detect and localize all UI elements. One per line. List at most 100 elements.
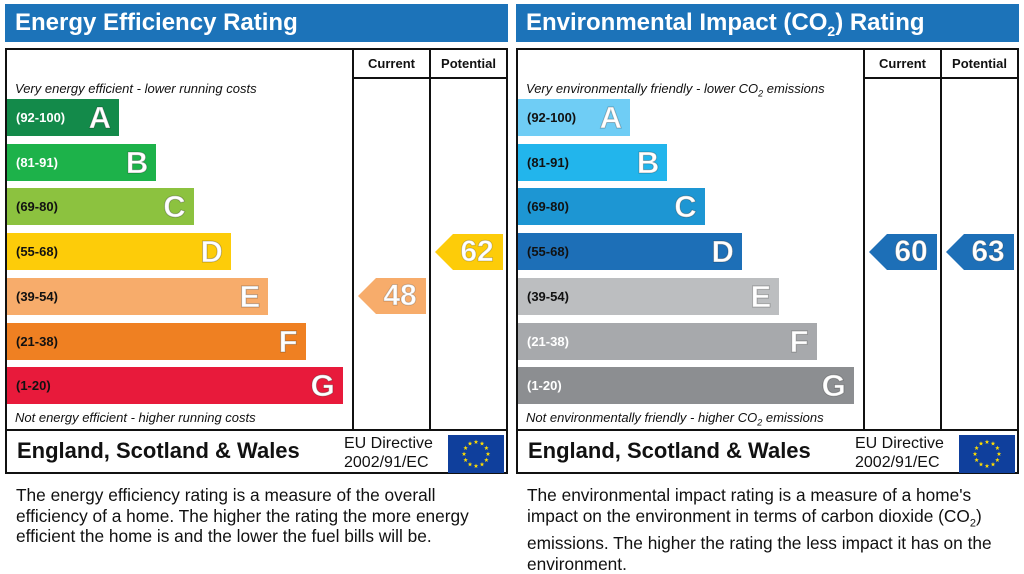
star-icon (479, 461, 485, 467)
band-range-label: (81-91) (527, 154, 569, 170)
potential-column-header: Potential (441, 56, 496, 71)
star-icon (995, 457, 1000, 462)
star-icon (467, 441, 473, 446)
star-icon (984, 463, 990, 468)
current-rating-value: 48 (383, 279, 417, 313)
band-g: (1-20) G (7, 367, 343, 405)
band-range-label: (69-80) (16, 199, 58, 215)
directive-line-1: EU Directive (344, 435, 433, 452)
star-icon (463, 457, 468, 462)
column-divider (352, 50, 354, 431)
band-letter: B (125, 144, 149, 180)
footer-divider (518, 429, 1017, 431)
band-letter: A (599, 100, 622, 136)
band-letter: G (821, 368, 846, 404)
star-icon (463, 445, 468, 450)
star-icon (995, 445, 1000, 450)
column-divider (429, 50, 431, 431)
environmental-impact-panel: Environmental Impact (CO2) Rating Curren… (516, 0, 1019, 574)
band-range-label: (21-38) (527, 333, 569, 349)
star-icon (984, 439, 990, 444)
current-rating-marker: 60 (869, 233, 937, 270)
region-label: England, Scotland & Wales (528, 438, 811, 463)
star-icon (972, 451, 978, 456)
star-icon (479, 441, 485, 446)
top-note: Very environmentally friendly - lower CO… (526, 81, 825, 99)
footer-divider (7, 429, 506, 431)
environmental-impact-description: The environmental impact rating is a mea… (527, 485, 992, 574)
potential-rating-value: 63 (971, 234, 1005, 268)
band-b: (81-91) B (7, 143, 157, 181)
bottom-note: Not energy efficient - higher running co… (15, 410, 256, 425)
energy-efficiency-description: The energy efficiency rating is a measur… (16, 485, 469, 546)
band-range-label: (39-54) (16, 288, 58, 304)
band-e: (39-54) E (518, 277, 780, 315)
band-letter: E (239, 278, 261, 314)
star-icon (996, 451, 1002, 456)
band-b: (81-91) B (518, 143, 668, 181)
potential-rating-arrow-icon (946, 233, 1014, 270)
band-letter: A (88, 100, 111, 136)
current-rating-arrow-icon (358, 278, 426, 315)
band-range-label: (69-80) (527, 199, 569, 215)
band-range-label: (55-68) (527, 244, 569, 260)
energy-efficiency-chart: Current Potential Very energy efficient … (5, 48, 508, 474)
star-icon (484, 445, 489, 450)
star-icon (461, 451, 467, 456)
star-icon (974, 445, 979, 450)
band-letter: D (200, 234, 223, 270)
directive-line-2: 2002/91/EC (855, 454, 940, 471)
eu-flag-icon (959, 435, 1015, 473)
current-rating-marker: 48 (358, 278, 426, 315)
directive-line-2: 2002/91/EC (344, 454, 429, 471)
star-icon (990, 461, 996, 467)
band-range-label: (92-100) (16, 110, 66, 125)
energy-efficiency-panel: Energy Efficiency Rating Current Potenti… (5, 0, 508, 573)
band-e: (39-54) E (7, 277, 269, 315)
star-icon (473, 463, 479, 468)
potential-rating-value: 62 (460, 234, 494, 268)
band-letter: B (636, 144, 660, 180)
eu-directive: EU Directive 2002/91/EC (344, 434, 433, 472)
band-letter: E (750, 278, 772, 314)
band-letter: G (310, 368, 335, 404)
top-note: Very energy efficient - lower running co… (15, 81, 257, 96)
column-divider (940, 50, 942, 431)
band-range-label: (1-20) (527, 378, 562, 394)
star-icon (978, 461, 984, 467)
potential-rating-arrow-icon (435, 233, 503, 270)
star-icon (473, 439, 479, 444)
band-range-label: (39-54) (527, 288, 569, 304)
star-icon (467, 461, 473, 467)
band-c: (69-80) C (518, 188, 705, 226)
header-divider (863, 77, 1017, 79)
current-column-header: Current (879, 56, 926, 71)
band-range-label: (55-68) (16, 244, 58, 260)
band-range-label: (21-38) (16, 333, 58, 349)
current-rating-arrow-icon (869, 233, 937, 270)
environmental-impact-title: Environmental Impact (CO2) Rating (516, 4, 1019, 42)
band-c: (69-80) C (7, 188, 194, 226)
band-a: (92-100) A (518, 99, 630, 136)
header-divider (352, 77, 506, 79)
band-letter: D (711, 234, 734, 270)
band-d: (55-68) D (518, 233, 742, 271)
column-divider (863, 50, 865, 431)
band-letter: F (278, 323, 298, 359)
star-icon (978, 441, 984, 446)
eu-directive: EU Directive 2002/91/EC (855, 434, 944, 472)
star-icon (484, 457, 489, 462)
directive-line-1: EU Directive (855, 435, 944, 452)
current-column-header: Current (368, 56, 415, 71)
star-icon (485, 451, 491, 456)
region-label: England, Scotland & Wales (17, 438, 300, 463)
band-d: (55-68) D (7, 233, 231, 271)
energy-efficiency-title: Energy Efficiency Rating (5, 4, 508, 42)
bottom-note: Not environmentally friendly - higher CO… (526, 410, 824, 428)
star-icon (990, 441, 996, 446)
potential-rating-marker: 62 (435, 233, 503, 270)
potential-rating-marker: 63 (946, 233, 1014, 270)
potential-column-header: Potential (952, 56, 1007, 71)
band-range-label: (81-91) (16, 154, 58, 170)
band-letter: F (789, 323, 809, 359)
